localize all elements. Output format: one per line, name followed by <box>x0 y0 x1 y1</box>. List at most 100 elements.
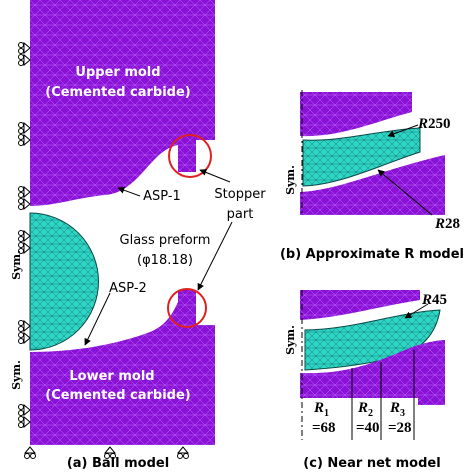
support-triangle <box>23 41 31 55</box>
radius-symbol: R <box>421 292 432 308</box>
arrow <box>117 186 141 197</box>
label: ASP-1 <box>143 189 181 204</box>
radius-label: R2 <box>357 400 373 419</box>
support-roller <box>18 236 24 242</box>
support-roller <box>177 453 183 459</box>
support <box>176 446 190 459</box>
caption: (b) Approximate R model <box>280 247 464 262</box>
sym-label: Sym. <box>10 360 23 390</box>
panel-b: R250 R28 Sym. (b) Approximate R model <box>280 90 464 262</box>
support-roller <box>18 192 24 198</box>
radius-value: =40 <box>356 420 380 436</box>
support-triangle <box>103 446 117 454</box>
support-roller <box>18 320 24 326</box>
support-triangle <box>23 133 31 147</box>
radius-label: R28 <box>434 216 460 232</box>
radius-value: =68 <box>312 420 336 436</box>
support-roller <box>18 204 24 210</box>
supports <box>18 41 190 459</box>
support-roller <box>104 453 110 459</box>
support-roller <box>18 42 24 48</box>
arrow <box>404 303 429 319</box>
upper-mold <box>300 290 420 320</box>
support <box>18 133 31 147</box>
radius-symbol: R <box>417 116 428 132</box>
arrow <box>84 292 111 346</box>
support <box>18 403 31 417</box>
label: (Cemented carbide) <box>45 85 191 100</box>
support-roller <box>183 453 189 459</box>
support-roller <box>18 404 24 410</box>
arrow <box>387 124 419 138</box>
sym-label: Sym. <box>10 250 23 280</box>
support <box>18 319 31 333</box>
support-roller <box>18 416 24 422</box>
radius-number: 45 <box>432 292 447 308</box>
support-triangle <box>23 229 31 243</box>
support-roller <box>18 48 24 54</box>
support-triangle <box>23 53 31 67</box>
arrow <box>377 169 433 216</box>
support-triangle <box>23 197 31 211</box>
radius-symbol: R <box>389 400 400 416</box>
glass-ball <box>29 212 99 351</box>
preform <box>302 127 421 187</box>
support-triangle <box>176 446 190 454</box>
support-roller <box>18 338 24 344</box>
support <box>103 446 117 459</box>
support-triangle <box>23 319 31 333</box>
label: Upper mold <box>75 65 160 80</box>
support-roller <box>18 230 24 236</box>
support <box>18 41 31 55</box>
radius-number: 250 <box>428 116 451 132</box>
support-roller <box>18 198 24 204</box>
radius-symbol: R <box>434 216 445 232</box>
radius-symbol: R <box>313 400 324 416</box>
support-roller <box>110 453 116 459</box>
support-triangle <box>23 415 31 429</box>
label: (Cemented carbide) <box>45 388 191 403</box>
stopper-circle <box>168 134 212 178</box>
label: ASP-2 <box>109 281 147 296</box>
radius-label: R45 <box>421 292 447 308</box>
support-roller <box>18 186 24 192</box>
support-triangle <box>23 403 31 417</box>
upper-mold <box>30 0 215 206</box>
radius-subscript: 3 <box>400 408 405 419</box>
radius-symbol: R <box>357 400 368 416</box>
support-roller <box>18 54 24 60</box>
support-triangle <box>23 446 37 454</box>
support <box>18 121 31 135</box>
support-roller <box>18 242 24 248</box>
support <box>18 197 31 211</box>
support <box>18 53 31 67</box>
caption: (c) Near net model <box>303 456 440 471</box>
support-roller <box>30 453 36 459</box>
support-triangle <box>23 185 31 199</box>
radius-number: 28 <box>445 216 460 232</box>
support-roller <box>18 140 24 146</box>
lower-mold <box>300 340 445 405</box>
support-roller <box>24 453 30 459</box>
stopper-circle <box>167 288 207 328</box>
arrow <box>197 221 233 291</box>
label: Glass preform <box>120 233 211 248</box>
sym-label: Sym. <box>284 165 297 195</box>
support-roller <box>18 128 24 134</box>
support-roller <box>18 60 24 66</box>
radius-label: R1 <box>313 400 329 419</box>
support-roller <box>18 248 24 254</box>
label: Stopper <box>214 187 266 202</box>
preform <box>304 309 441 371</box>
support-triangle <box>23 241 31 255</box>
support-triangle <box>23 121 31 135</box>
support <box>18 229 31 243</box>
panel-a: Upper mold (Cemented carbide) ASP-1 Glas… <box>10 0 266 471</box>
lower-mold <box>300 155 445 215</box>
support <box>23 446 37 459</box>
support-roller <box>18 134 24 140</box>
radius-label: R3 <box>389 400 405 419</box>
